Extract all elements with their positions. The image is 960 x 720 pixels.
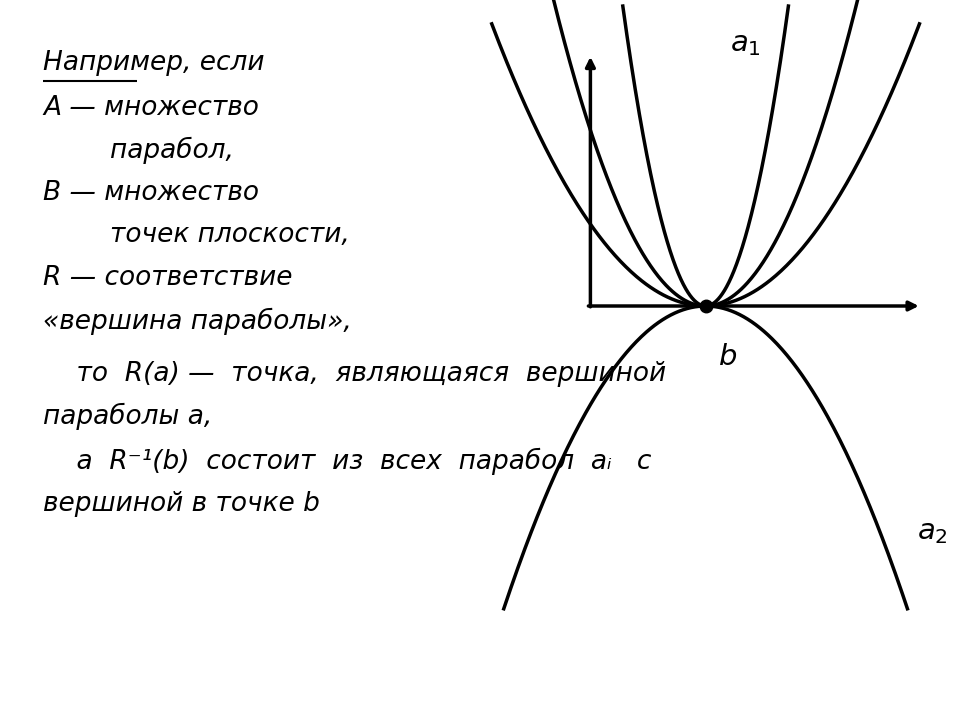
Text: то  R(a) —  точка,  являющаяся  вершиной: то R(a) — точка, являющаяся вершиной — [43, 361, 666, 387]
Text: R — соответствие: R — соответствие — [43, 265, 293, 291]
Text: $a_2$: $a_2$ — [917, 518, 948, 546]
Text: парабол,: парабол, — [110, 137, 234, 164]
Text: «вершина параболы»,: «вершина параболы», — [43, 307, 352, 335]
Text: A — множество: A — множество — [43, 95, 259, 121]
Text: Например, если: Например, если — [43, 50, 265, 76]
Text: точек плоскости,: точек плоскости, — [110, 222, 350, 248]
Text: B — множество: B — множество — [43, 180, 259, 206]
Text: $a_1$: $a_1$ — [730, 30, 760, 58]
Text: $b$: $b$ — [718, 343, 737, 372]
Text: параболы a,: параболы a, — [43, 403, 212, 431]
Text: вершиной в точке b: вершиной в точке b — [43, 491, 320, 517]
Text: a  R⁻¹(b)  состоит  из  всех  парабол  aᵢ   с: a R⁻¹(b) состоит из всех парабол aᵢ с — [43, 448, 652, 475]
